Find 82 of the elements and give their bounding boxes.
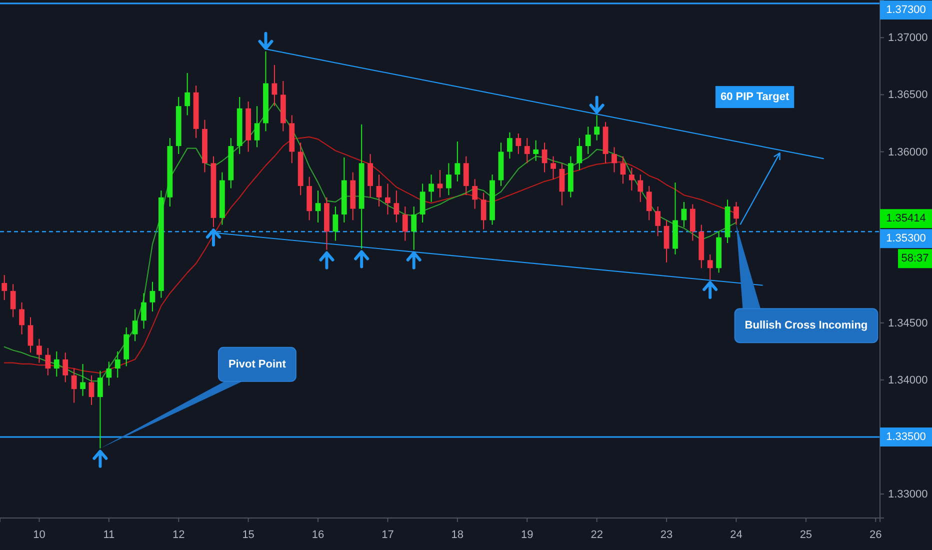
candlestick [585, 126, 591, 155]
x-tick-label: 11 [103, 528, 115, 541]
candlestick [315, 190, 321, 223]
candlestick [411, 206, 417, 250]
x-tick-label: 17 [382, 528, 394, 541]
candlestick [141, 292, 146, 330]
x-tick-label: 12 [172, 528, 185, 541]
candlestick [628, 167, 634, 192]
y-tick-label: 1.34500 [888, 317, 928, 330]
x-tick-label: 26 [870, 528, 882, 541]
candlestick [402, 206, 408, 242]
x-tick-label: 19 [521, 528, 534, 541]
candlestick [106, 361, 112, 386]
candlestick [620, 156, 626, 184]
x-tick-label: 16 [312, 528, 324, 541]
y-tick-label: 1.33000 [888, 488, 928, 501]
candlestick [150, 281, 156, 312]
candlestick [114, 350, 120, 378]
y-tick-label: 1.36500 [888, 89, 928, 102]
candlestick [707, 254, 713, 280]
text: 58:37 [901, 252, 929, 265]
ref-line-label: 1.37300 [886, 4, 926, 16]
candlestick [71, 368, 77, 404]
candlestick [368, 154, 373, 198]
x-tick-label: 23 [660, 528, 673, 541]
candlestick [62, 352, 68, 383]
candlestick [472, 178, 478, 210]
candlestick [559, 162, 565, 206]
x-tick-label: 15 [242, 528, 254, 541]
x-tick-label: 25 [800, 528, 812, 541]
candlestick [54, 350, 60, 378]
annotation: 60 PIP Target [720, 91, 790, 104]
candlestick [655, 206, 661, 237]
candlestick [10, 284, 16, 318]
candlestick [36, 338, 42, 364]
candlestick [550, 156, 556, 180]
candlestick [646, 185, 652, 221]
candlestick [542, 142, 548, 173]
candlestick [132, 308, 138, 342]
y-tick-label: 1.37000 [888, 32, 928, 44]
candlestick [88, 374, 94, 406]
candlestick [437, 170, 443, 198]
candlestick [420, 183, 426, 223]
candlestick [480, 192, 486, 230]
candlestick [376, 174, 382, 208]
candlestick [80, 363, 86, 396]
candlestick [576, 138, 582, 171]
candlestick [332, 206, 338, 242]
candlestick [385, 183, 390, 215]
candlestick [454, 140, 460, 182]
candlestick [428, 174, 434, 202]
ref-line-label: 1.33500 [886, 430, 926, 443]
candlestick [2, 274, 8, 301]
candlestick [533, 140, 539, 162]
candlestick [254, 106, 260, 148]
x-tick-label: 24 [730, 528, 742, 541]
candlestick [690, 204, 696, 242]
x-tick-label: 18 [451, 528, 464, 541]
candlestick [664, 220, 670, 263]
candlestick [594, 114, 600, 141]
candlestick [524, 138, 530, 164]
candlestick [507, 132, 512, 160]
candlestick [45, 347, 51, 376]
candlestick [394, 190, 400, 223]
ref-line-label: 1.35300 [886, 232, 926, 245]
candlestick [184, 72, 190, 116]
x-tick-label: 10 [33, 528, 46, 541]
y-tick-label: 1.34000 [888, 374, 928, 386]
annotation: Bullish Cross Incoming [744, 320, 868, 332]
y-tick-label: 1.36000 [888, 146, 928, 158]
candlestick [28, 316, 34, 354]
x-tick-label: 22 [590, 528, 603, 541]
annotation: Pivot Point [228, 358, 286, 370]
candlestick [97, 370, 103, 449]
candlestick [734, 201, 739, 226]
text: 1.35414 [886, 212, 926, 225]
candlestick [446, 162, 452, 196]
candlestick [612, 146, 617, 173]
candlestick [516, 132, 522, 155]
candlestick [19, 302, 24, 335]
candlestick [463, 156, 469, 196]
candlestick [638, 174, 644, 202]
